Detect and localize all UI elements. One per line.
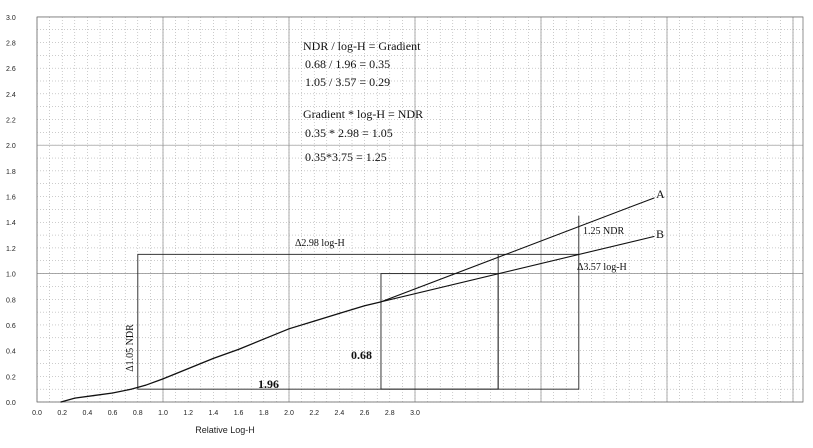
y-tick-label: 0.0 xyxy=(6,400,16,407)
curve-point xyxy=(263,338,265,340)
y-tick-label: 0.2 xyxy=(6,374,16,381)
curve-point xyxy=(60,401,62,403)
x-tick-label: 1.8 xyxy=(259,410,269,417)
x-tick-label: 2.0 xyxy=(284,410,294,417)
curve-point xyxy=(74,397,76,399)
x-tick-label: 2.8 xyxy=(385,410,395,417)
formula-line-1: NDR / log-H = Gradient xyxy=(303,39,421,53)
y-tick-label: 1.4 xyxy=(6,220,16,227)
plot-border xyxy=(36,16,804,403)
series-a-label: A xyxy=(656,187,665,201)
delta-ndr-label: Δ1.05 NDR xyxy=(125,324,136,372)
curve-point xyxy=(112,392,114,394)
curve-point xyxy=(162,378,164,380)
curve-point xyxy=(212,357,214,359)
formula-line-2: 0.68 / 1.96 = 0.35 xyxy=(305,57,390,71)
x-tick-label: 0.2 xyxy=(57,410,67,417)
x-tick-label: 0.4 xyxy=(83,410,93,417)
y-tick-label: 2.8 xyxy=(6,40,16,47)
value-068-label: 0.68 xyxy=(351,348,372,362)
curve-point xyxy=(130,388,133,390)
y-tick-label: 0.4 xyxy=(6,349,16,356)
formula-line-3: 1.05 / 3.57 = 0.29 xyxy=(305,75,390,89)
x-tick-label: 1.0 xyxy=(158,410,168,417)
y-tick-label: 0.8 xyxy=(6,297,16,304)
formula-line-5: 0.35 * 2.98 = 1.05 xyxy=(305,126,393,140)
x-tick-labels: 0.0 0.2 0.4 0.6 0.8 1.0 1.2 1.4 1.6 1.8 2.0 2.2 2.4 2… xyxy=(32,410,420,417)
delta-logh-357-label: Δ3.57 log-H xyxy=(577,262,627,273)
y-tick-label: 1.0 xyxy=(6,272,16,279)
curve-point xyxy=(187,368,189,370)
plot-frame xyxy=(36,16,804,403)
x-tick-label: 2.4 xyxy=(335,410,345,417)
curve-point xyxy=(288,328,290,330)
value-196-label: 1.96 xyxy=(258,377,279,391)
x-tick-label: 0.6 xyxy=(108,410,118,417)
reference-lines xyxy=(137,215,580,390)
formula-line-6: 0.35*3.75 = 1.25 xyxy=(305,150,387,164)
characteristic-curve xyxy=(60,301,382,403)
series-b-label: B xyxy=(656,227,664,241)
y-tick-labels: 0.0 0.2 0.4 0.6 0.8 1.0 1.2 1.4 1.6 1.8 2.0 2.2 2.4 2… xyxy=(6,15,16,407)
curve-layer xyxy=(60,301,382,403)
x-tick-label: 2.2 xyxy=(309,410,319,417)
y-tick-label: 2.2 xyxy=(6,118,16,125)
y-tick-label: 1.8 xyxy=(6,169,16,176)
curve-point xyxy=(313,320,315,322)
y-tick-label: 2.6 xyxy=(6,66,16,73)
y-tick-label: 2.4 xyxy=(6,92,16,99)
curve-point xyxy=(238,348,240,350)
series-line-a xyxy=(380,197,655,303)
x-tick-label: 3.0 xyxy=(410,410,420,417)
curve-point xyxy=(93,394,95,397)
reference-box xyxy=(137,253,580,390)
y-tick-label: 1.2 xyxy=(6,246,16,253)
formula-line-4: Gradient * log-H = NDR xyxy=(303,107,423,121)
y-tick-label: 1.6 xyxy=(6,195,16,202)
curve-point xyxy=(338,312,340,315)
series-layer xyxy=(380,197,655,303)
y-tick-label: 3.0 xyxy=(6,15,16,22)
x-tick-label: 0.0 xyxy=(32,410,42,417)
x-tick-label: 2.6 xyxy=(360,410,370,417)
y-tick-label: 2.0 xyxy=(6,143,16,150)
y-tick-label: 0.6 xyxy=(6,323,16,330)
curve-point xyxy=(144,384,146,386)
x-tick-label: 1.2 xyxy=(183,410,193,417)
delta-logh-298-label: Δ2.98 log-H xyxy=(295,238,345,249)
series-line-b xyxy=(380,235,655,303)
x-tick-label: 0.8 xyxy=(133,410,143,417)
curve-point xyxy=(364,305,366,307)
x-tick-label: 1.4 xyxy=(209,410,219,417)
x-axis-title: Relative Log-H xyxy=(195,425,255,435)
ndr-125-label: 1.25 NDR xyxy=(583,226,624,237)
x-tick-label: 1.6 xyxy=(234,410,244,417)
